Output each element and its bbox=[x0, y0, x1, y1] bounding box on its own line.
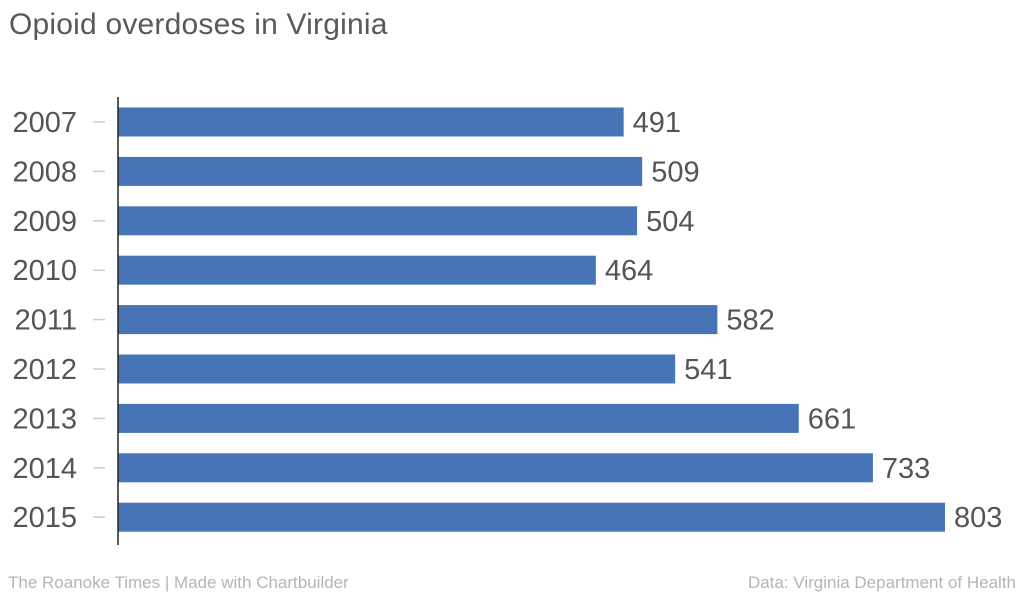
y-tick-label-2011: 2011 bbox=[15, 305, 77, 337]
bar-2008 bbox=[118, 156, 643, 186]
data-label-2014: 733 bbox=[882, 453, 930, 485]
bar-2007 bbox=[118, 107, 624, 137]
bar-2012 bbox=[118, 354, 676, 384]
data-label-2007: 491 bbox=[633, 107, 681, 139]
footer-source: Data: Virginia Department of Health bbox=[747, 573, 1016, 592]
y-tick-label-2015: 2015 bbox=[12, 502, 77, 534]
bar-2013 bbox=[118, 403, 799, 433]
y-tick-label-2012: 2012 bbox=[12, 354, 77, 386]
bar-2011 bbox=[118, 305, 718, 335]
footer-credit: The Roanoke Times | Made with Chartbuild… bbox=[8, 573, 349, 592]
bar-2009 bbox=[118, 206, 638, 236]
chart-title: Opioid overdoses in Virginia bbox=[9, 8, 388, 41]
data-label-2010: 464 bbox=[605, 255, 653, 287]
bar-2015 bbox=[118, 502, 945, 532]
y-tick-label-2010: 2010 bbox=[12, 255, 77, 287]
bar-2014 bbox=[118, 453, 873, 483]
bar-2010 bbox=[118, 255, 596, 285]
data-label-2013: 661 bbox=[808, 403, 856, 435]
data-label-2009: 504 bbox=[646, 206, 694, 238]
data-label-2012: 541 bbox=[684, 354, 732, 386]
data-label-2008: 509 bbox=[651, 156, 699, 188]
y-tick-label-2014: 2014 bbox=[12, 453, 77, 485]
data-label-2015: 803 bbox=[954, 502, 1002, 534]
bars-layer: 2007 491 2008 509 2009 504 2010 464 2011 582 2012 5… bbox=[12, 107, 1002, 534]
y-tick-label-2009: 2009 bbox=[12, 206, 77, 238]
data-label-2011: 582 bbox=[726, 305, 774, 337]
y-tick-label-2007: 2007 bbox=[12, 107, 77, 139]
y-tick-label-2013: 2013 bbox=[12, 403, 77, 435]
y-tick-label-2008: 2008 bbox=[12, 156, 77, 188]
